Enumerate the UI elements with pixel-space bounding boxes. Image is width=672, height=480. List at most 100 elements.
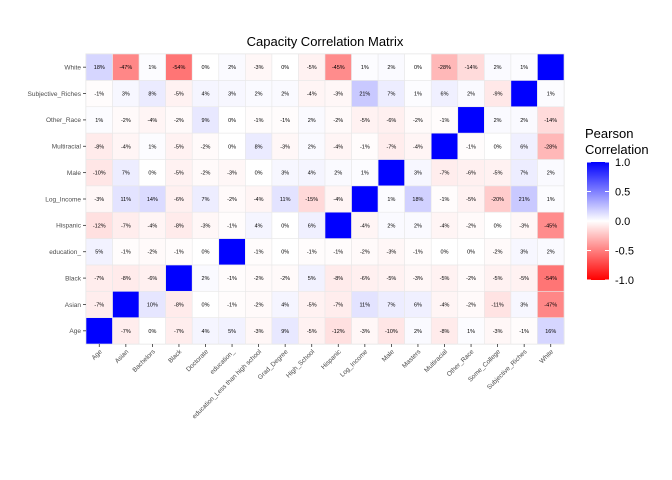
cell-value-label: -3% bbox=[227, 171, 237, 177]
cell-value-label: -2% bbox=[174, 118, 184, 124]
cell-value-label: 0% bbox=[494, 144, 502, 150]
cell-value-label: 2% bbox=[281, 92, 289, 98]
cell-value-label: -28% bbox=[438, 65, 451, 71]
cell-value-label: -4% bbox=[121, 144, 131, 150]
cell-value-label: 5% bbox=[308, 276, 316, 282]
cell-value-label: 11% bbox=[280, 197, 291, 203]
heatmap-cell bbox=[457, 185, 485, 213]
heatmap-cell bbox=[404, 80, 432, 108]
cell-value-label: -12% bbox=[93, 223, 106, 229]
heatmap-cell bbox=[457, 317, 485, 345]
cell-value-label: 7% bbox=[387, 302, 395, 308]
heatmap-cell bbox=[112, 264, 140, 292]
heatmap-cell bbox=[377, 211, 405, 239]
heatmap-cell bbox=[165, 80, 193, 108]
cell-value-label: -1% bbox=[413, 250, 423, 256]
cell-value-label: -3% bbox=[413, 276, 423, 282]
cell-value-label: -6% bbox=[174, 197, 184, 203]
cell-value-label: 0% bbox=[281, 65, 289, 71]
cell-value-label: -8% bbox=[440, 329, 450, 335]
legend-tick-label: -0.5 bbox=[615, 246, 634, 258]
heatmap-cell bbox=[404, 317, 432, 345]
heatmap-cell bbox=[537, 53, 565, 81]
heatmap-cell bbox=[351, 185, 379, 213]
cell-value-label: 1% bbox=[467, 329, 475, 335]
cell-value-label: -3% bbox=[360, 329, 370, 335]
cell-value-label: -54% bbox=[173, 65, 186, 71]
cell-value-label: -7% bbox=[94, 302, 104, 308]
heatmap-cell bbox=[165, 53, 193, 81]
cell-value-label: -3% bbox=[201, 223, 211, 229]
heatmap-cell bbox=[324, 264, 352, 292]
heatmap-cell bbox=[537, 238, 565, 266]
heatmap-cell bbox=[430, 264, 459, 292]
heatmap-cell bbox=[324, 211, 352, 239]
heatmap-cell bbox=[112, 132, 140, 160]
cell-value-label: -5% bbox=[174, 92, 184, 98]
cell-value-label: 0% bbox=[228, 144, 236, 150]
cell-value-label: -5% bbox=[174, 171, 184, 177]
heatmap-cell bbox=[245, 132, 273, 160]
heatmap-cell bbox=[324, 159, 352, 187]
cell-value-label: -7% bbox=[386, 144, 396, 150]
heatmap-cell bbox=[537, 159, 565, 187]
cell-value-label: -15% bbox=[305, 197, 318, 203]
cell-value-label: -2% bbox=[466, 276, 476, 282]
heatmap-cell bbox=[351, 106, 379, 134]
cell-value-label: 3% bbox=[414, 171, 422, 177]
cell-value-label: -4% bbox=[147, 223, 157, 229]
heatmap-cell bbox=[218, 80, 246, 108]
cell-value-label: -3% bbox=[519, 223, 529, 229]
cell-value-label: 1% bbox=[148, 65, 156, 71]
heatmap-cell bbox=[537, 290, 565, 318]
heatmap-cell bbox=[537, 264, 565, 292]
heatmap-cell bbox=[85, 317, 113, 345]
heatmap-cell bbox=[112, 290, 140, 318]
cell-value-label: -10% bbox=[385, 329, 398, 335]
cell-value-label: -3% bbox=[493, 329, 503, 335]
heatmap-cell bbox=[377, 290, 405, 318]
y-tick-label: White bbox=[64, 64, 81, 71]
cell-value-label: 21% bbox=[519, 197, 530, 203]
cell-value-label: -7% bbox=[94, 276, 104, 282]
cell-value-label: -2% bbox=[254, 302, 264, 308]
heatmap-cell bbox=[191, 53, 220, 81]
cell-value-label: 2% bbox=[467, 92, 475, 98]
heatmap-cell bbox=[138, 211, 166, 239]
cell-value-label: 3% bbox=[520, 250, 528, 256]
cell-value-label: 2% bbox=[387, 223, 395, 229]
heatmap-cell bbox=[138, 106, 166, 134]
cell-value-label: -28% bbox=[544, 144, 557, 150]
cell-value-label: -3% bbox=[280, 144, 290, 150]
y-tick-label: Hispanic bbox=[56, 223, 82, 230]
heatmap-cell bbox=[298, 317, 326, 345]
cell-value-label: -4% bbox=[440, 223, 450, 229]
heatmap-cell bbox=[298, 80, 326, 108]
heatmap-cell bbox=[271, 132, 299, 160]
heatmap-cell bbox=[377, 317, 405, 345]
cell-value-label: -2% bbox=[333, 118, 343, 124]
cell-value-label: 9% bbox=[281, 329, 289, 335]
cell-value-label: 16% bbox=[545, 329, 556, 335]
heatmap-cell bbox=[537, 211, 565, 239]
cell-value-label: 7% bbox=[202, 197, 210, 203]
cell-value-label: 0% bbox=[255, 171, 263, 177]
heatmap-cell bbox=[138, 185, 166, 213]
heatmap-cell bbox=[430, 211, 459, 239]
heatmap-cell bbox=[85, 132, 113, 160]
cell-value-label: 0% bbox=[202, 250, 210, 256]
cell-value-label: 4% bbox=[202, 329, 210, 335]
heatmap-cell bbox=[537, 132, 565, 160]
cell-value-label: -1% bbox=[519, 329, 529, 335]
heatmap-cell bbox=[165, 264, 193, 292]
cell-value-label: -47% bbox=[119, 65, 132, 71]
heatmap-cell bbox=[218, 159, 246, 187]
y-tick-label: Black bbox=[65, 275, 82, 282]
cell-value-label: -4% bbox=[254, 197, 264, 203]
cell-value-label: 0% bbox=[148, 171, 156, 177]
cell-value-label: -5% bbox=[519, 276, 529, 282]
cell-value-label: 18% bbox=[412, 197, 423, 203]
cell-value-label: -1% bbox=[440, 118, 450, 124]
heatmap-cells: -7% 0% -7% 4% 5% -3% 9% -5% -12% -3% -10% 2% -8% 1% -3… bbox=[85, 53, 565, 345]
